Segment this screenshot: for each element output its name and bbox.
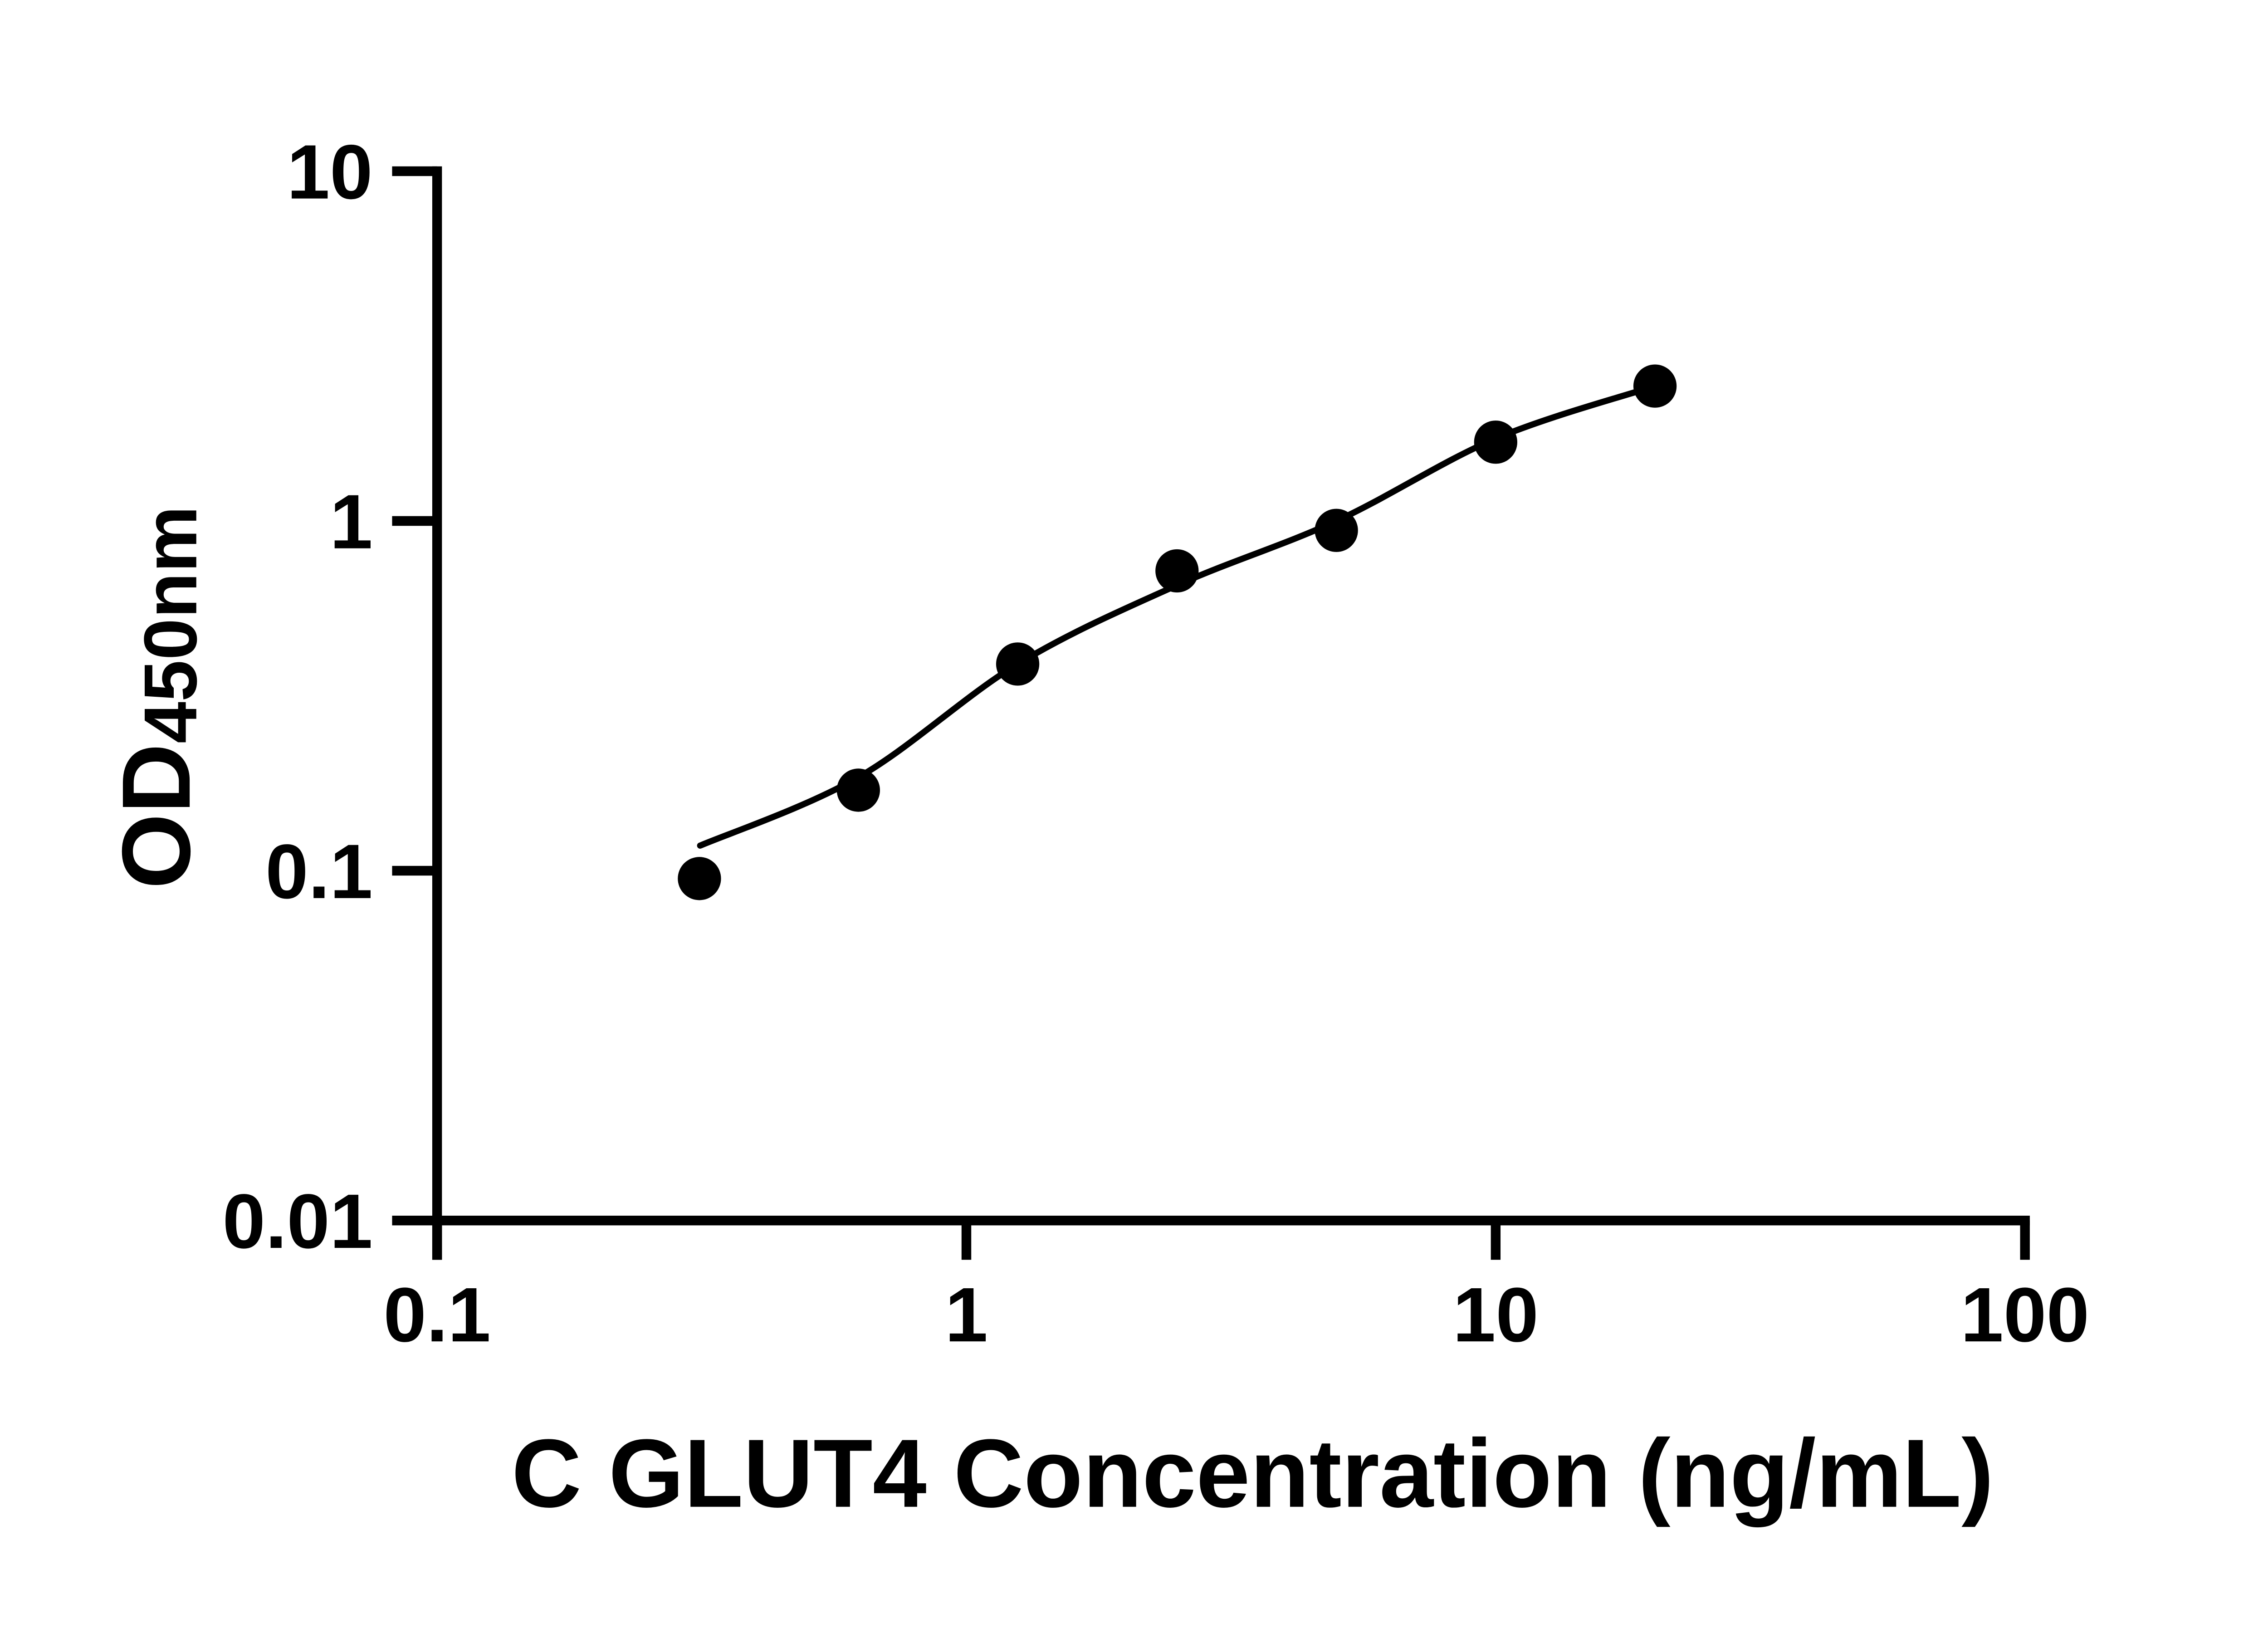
x-tick-label-10: 10 [1453, 1272, 1539, 1358]
y-tick-marks [392, 166, 437, 1226]
x-tick-label-100: 100 [1960, 1272, 2089, 1358]
y-axis-title-main: OD [102, 743, 210, 889]
data-point-3 [1155, 549, 1199, 593]
axes [432, 166, 2030, 1260]
y-axis-title: OD450nm [102, 506, 213, 889]
x-axis-title: C GLUT4 Concentration (ng/mL) [512, 1419, 1994, 1528]
x-tick-label-0.1: 0.1 [383, 1272, 491, 1358]
data-points-layer [678, 364, 1677, 900]
y-tick-label-0.01: 0.01 [222, 1178, 372, 1265]
data-point-4 [1315, 508, 1358, 552]
x-tick-label-1: 1 [945, 1272, 988, 1358]
y-tick-label-1: 1 [330, 479, 373, 565]
y-tick-labels: 10 1 0.1 0.01 [222, 129, 372, 1265]
data-point-2 [996, 642, 1040, 686]
y-axis-title-subscript: 450nm [129, 506, 213, 743]
data-point-5 [1474, 420, 1518, 464]
data-point-0 [678, 857, 721, 900]
data-point-1 [836, 768, 880, 812]
x-tick-labels: 0.1 1 10 100 [383, 1272, 2089, 1358]
y-tick-label-10: 10 [287, 129, 372, 215]
x-tick-marks [432, 1220, 2030, 1260]
y-tick-label-0.1: 0.1 [265, 829, 373, 915]
data-point-6 [1633, 364, 1677, 408]
